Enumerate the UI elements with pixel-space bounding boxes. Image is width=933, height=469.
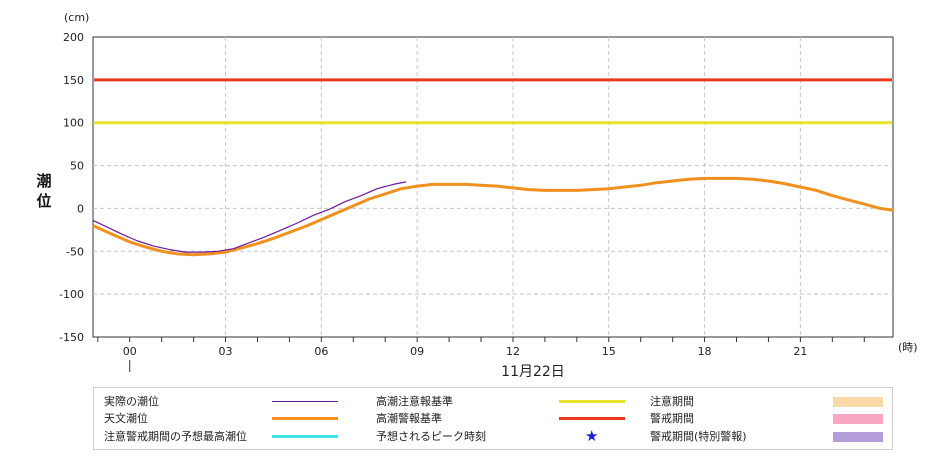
observed-tide-line <box>92 181 407 253</box>
x-tick-label: 15 <box>602 345 616 358</box>
y-tick-label: 0 <box>77 202 84 215</box>
legend-swatch-line <box>559 400 625 403</box>
y-tick-label: -100 <box>59 288 84 301</box>
legend: 実際の潮位天文潮位注意警戒期間の予想最高潮位 高潮注意報基準 高潮警報基準予想される… <box>93 387 893 450</box>
legend-label: 警戒期間(特別警報) <box>650 430 747 443</box>
y-tick-label: -50 <box>66 245 84 258</box>
x-tick-label: 06 <box>314 345 328 358</box>
legend-label: 注意期間 <box>650 395 694 408</box>
y-axis-title-char: 潮 <box>36 172 51 190</box>
x-tick-label: 00 <box>123 345 137 358</box>
x-tick-label: 21 <box>793 345 807 358</box>
legend-swatch-line <box>272 417 338 420</box>
series-lines <box>92 176 894 257</box>
legend-label: 警戒期間 <box>650 412 694 425</box>
legend-swatch-period <box>833 397 883 407</box>
threshold-lines <box>94 78 892 125</box>
axes: 200 150 100 50 0 -50 -100 -150 00 03 06 09 12 15 18 21 <box>59 31 865 372</box>
legend-swatch-line <box>559 417 625 420</box>
x-tick-label: 03 <box>219 345 233 358</box>
x-tick-label: 18 <box>698 345 712 358</box>
y-tick-label: 200 <box>63 31 84 44</box>
astronomical-tide-line <box>92 176 894 257</box>
legend-label: 注意警戒期間の予想最高潮位 <box>104 430 247 443</box>
legend-swatch-period <box>833 414 883 424</box>
legend-label: 予想されるピーク時刻 <box>376 430 486 443</box>
y-axis-title: 潮位潮位 <box>36 172 51 210</box>
y-tick-label: -150 <box>59 331 84 344</box>
legend-label: 天文潮位 <box>104 412 148 425</box>
legend-swatch-line <box>272 435 338 438</box>
legend-swatch-period <box>833 432 883 442</box>
star-icon: ★ <box>585 427 599 445</box>
legend-label: 高潮警報基準 <box>376 412 442 425</box>
legend-label: 高潮注意報基準 <box>376 395 453 408</box>
x-tick-label: 12 <box>506 345 520 358</box>
legend-swatch-thin-line <box>272 401 338 402</box>
y-tick-label: 100 <box>63 117 84 130</box>
x-tick-label: 09 <box>410 345 424 358</box>
legend-label: 実際の潮位 <box>104 395 159 408</box>
y-unit-label: (cm) <box>64 11 89 24</box>
y-tick-label: 50 <box>70 160 84 173</box>
y-tick-label: 150 <box>63 74 84 87</box>
x-unit-label: (時) <box>898 341 918 354</box>
y-axis-title-char: 位 <box>36 192 51 210</box>
date-label: 11月22日 <box>501 364 565 380</box>
